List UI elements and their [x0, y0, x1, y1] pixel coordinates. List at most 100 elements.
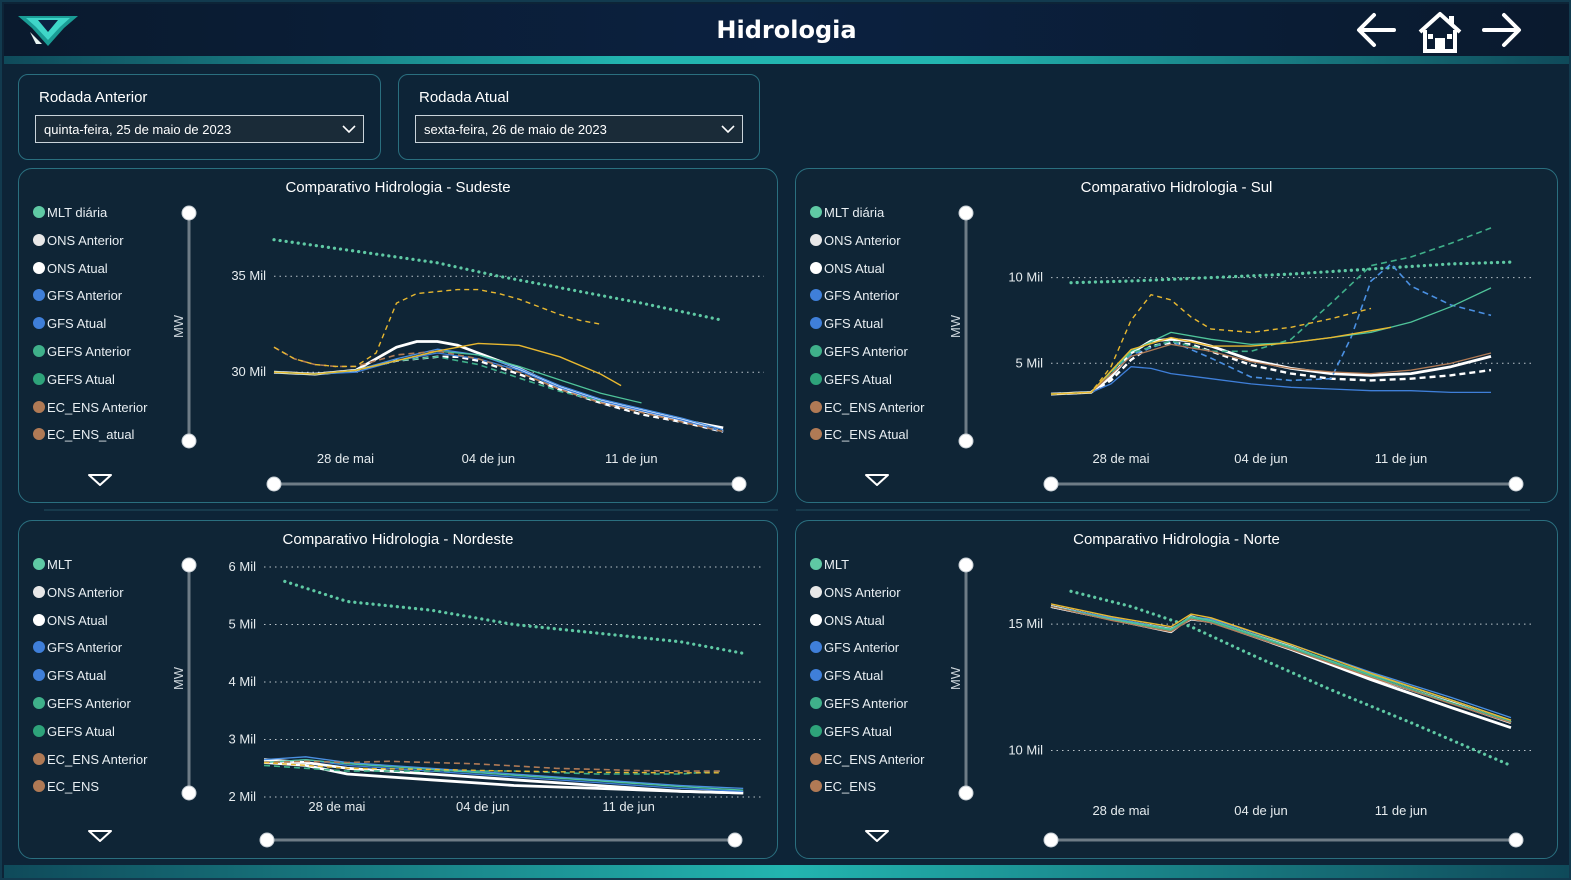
legend-item[interactable]: ONS Atual [33, 613, 108, 633]
legend-item[interactable]: GEFS Anterior [810, 696, 908, 716]
legend-item[interactable]: GFS Anterior [33, 640, 122, 660]
x-range-slider-handle-left[interactable] [1043, 832, 1059, 848]
legend-item[interactable]: GEFS Atual [810, 724, 892, 744]
legend-item[interactable]: GFS Atual [33, 668, 106, 688]
legend-swatch [33, 372, 45, 385]
x-tick-label: 04 de jun [462, 451, 516, 466]
y-range-slider-handle-top[interactable] [958, 557, 974, 573]
legend-item[interactable]: ONS Atual [810, 261, 885, 281]
legend-swatch [810, 724, 822, 737]
legend-scroll-down-icon[interactable] [864, 472, 890, 492]
y-range-slider-handle-top[interactable] [181, 557, 197, 573]
legend-item[interactable]: GFS Atual [810, 316, 883, 336]
x-tick-label: 11 de jun [1375, 803, 1428, 818]
legend-scroll-down-icon[interactable] [87, 472, 113, 492]
x-range-slider-handle-left[interactable] [1043, 476, 1059, 492]
line-chart: 10 Mil 15 Mil 28 de mai 04 de jun 11 de jun [958, 557, 1531, 848]
filter-label: Rodada Anterior [39, 89, 148, 106]
legend-item[interactable]: GEFS Atual [33, 372, 115, 392]
legend-item[interactable]: GEFS Anterior [810, 344, 908, 364]
x-range-slider-handle-right[interactable] [731, 476, 747, 492]
legend-label: GFS Anterior [824, 288, 900, 304]
y-tick-label: 35 Mil [231, 268, 266, 283]
legend-item[interactable]: GFS Atual [33, 316, 106, 336]
legend-item[interactable]: GFS Anterior [33, 288, 122, 308]
legend-item[interactable]: EC_ENS Atual [810, 427, 909, 447]
x-range-slider-handle-right[interactable] [727, 832, 743, 848]
legend-item[interactable]: EC_ENS_atual [33, 427, 134, 447]
legend-label: EC_ENS Anterior [824, 751, 925, 767]
legend-swatch [810, 585, 822, 598]
y-range-slider-handle-bottom[interactable] [181, 785, 197, 801]
legend-scroll-down-icon[interactable] [864, 828, 890, 848]
legend-label: ONS Atual [47, 260, 108, 276]
legend-item[interactable]: EC_ENS Anterior [33, 752, 147, 772]
legend-item[interactable]: GFS Atual [810, 668, 883, 688]
rodada-atual-select[interactable]: sexta-feira, 26 de maio de 2023 [415, 115, 743, 143]
legend-swatch [33, 428, 45, 441]
legend-item[interactable]: MLT [33, 557, 72, 577]
legend-item[interactable]: ONS Anterior [33, 585, 124, 605]
legend-swatch [33, 400, 45, 413]
filter-label: Rodada Atual [419, 89, 510, 106]
legend-item[interactable]: ONS Anterior [810, 233, 901, 253]
y-range-slider-handle-top[interactable] [181, 205, 197, 221]
x-range-slider-handle-right[interactable] [1508, 476, 1524, 492]
legend-item[interactable]: EC_ENS Anterior [810, 400, 924, 420]
legend-label: ONS Atual [824, 612, 885, 628]
legend-label: EC_ENS Anterior [47, 751, 148, 767]
legend-item[interactable]: GEFS Anterior [33, 344, 131, 364]
x-tick-label: 28 de mai [317, 451, 374, 466]
legend-label: ONS Anterior [824, 232, 901, 248]
back-button[interactable] [1354, 10, 1398, 54]
legend-item[interactable]: ONS Anterior [33, 233, 124, 253]
line-chart: 30 Mil 35 Mil 28 de mai 04 de jun 11 de jun [181, 205, 764, 492]
series-line-gefs-atual [263, 758, 744, 791]
legend-item[interactable]: EC_ENS [33, 779, 99, 799]
legend-item[interactable]: GEFS Atual [33, 724, 115, 744]
legend-item[interactable]: GEFS Anterior [33, 696, 131, 716]
footer-accent-bar [4, 865, 1569, 878]
legend-item[interactable]: ONS Anterior [810, 585, 901, 605]
legend-item[interactable]: GFS Anterior [810, 288, 899, 308]
legend-item[interactable]: GEFS Atual [810, 372, 892, 392]
y-tick-label: 5 Mil [1016, 355, 1044, 370]
legend-item[interactable]: MLT diária [33, 205, 107, 225]
home-button[interactable] [1416, 10, 1464, 58]
legend-item[interactable]: MLT [810, 557, 849, 577]
y-range-slider-handle-top[interactable] [958, 205, 974, 221]
series-line-mlt-di-ria [272, 238, 725, 322]
series-line-ec-ens [263, 761, 723, 774]
legend-item[interactable]: EC_ENS Anterior [810, 752, 924, 772]
legend-label: EC_ENS Anterior [47, 399, 148, 415]
series-line-ec-ens-anterior [1050, 343, 1492, 395]
y-range-slider-handle-bottom[interactable] [958, 433, 974, 449]
legend-swatch [33, 669, 45, 682]
y-tick-label: 3 Mil [229, 732, 257, 747]
y-tick-label: 6 Mil [229, 559, 257, 574]
legend-label: GEFS Anterior [47, 696, 131, 711]
forward-button[interactable] [1480, 10, 1524, 54]
chart-title: Comparativo Hidrologia - Sul [1080, 179, 1273, 196]
series-line-ec-ens-atual [1050, 293, 1372, 395]
legend-swatch [810, 233, 822, 246]
legend-item[interactable]: EC_ENS Anterior [33, 400, 147, 420]
legend-item[interactable]: ONS Atual [33, 261, 108, 281]
x-range-slider-handle-right[interactable] [1508, 832, 1524, 848]
legend-item[interactable]: EC_ENS [810, 779, 876, 799]
series-line-ons-anterior [1050, 341, 1492, 396]
legend-scroll-down-icon[interactable] [87, 828, 113, 848]
rodada-anterior-select[interactable]: quinta-feira, 25 de maio de 2023 [35, 115, 364, 143]
legend-item[interactable]: GFS Anterior [810, 640, 899, 660]
x-range-slider-handle-left[interactable] [266, 476, 282, 492]
legend-swatch [33, 780, 45, 793]
y-range-slider-handle-bottom[interactable] [181, 433, 197, 449]
legend-item[interactable]: ONS Atual [810, 613, 885, 633]
series-line-ec-ens-anterior [1050, 605, 1512, 724]
arrow-right-icon [1480, 13, 1524, 54]
y-range-slider-handle-bottom[interactable] [958, 785, 974, 801]
logo-icon [16, 14, 80, 52]
x-range-slider-handle-left[interactable] [259, 832, 275, 848]
chart-title: Comparativo Hidrologia - Nordeste [282, 531, 514, 548]
legend-item[interactable]: MLT diária [810, 205, 884, 225]
